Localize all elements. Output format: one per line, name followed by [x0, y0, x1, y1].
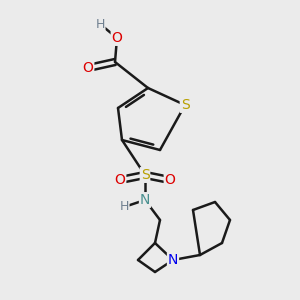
Text: O: O — [115, 173, 125, 187]
Text: H: H — [119, 200, 129, 214]
Text: S: S — [141, 168, 149, 182]
Text: N: N — [168, 253, 178, 267]
Text: H: H — [95, 17, 105, 31]
Text: O: O — [165, 173, 176, 187]
Text: O: O — [82, 61, 93, 75]
Text: N: N — [140, 193, 150, 207]
Text: O: O — [112, 31, 122, 45]
Text: S: S — [181, 98, 189, 112]
